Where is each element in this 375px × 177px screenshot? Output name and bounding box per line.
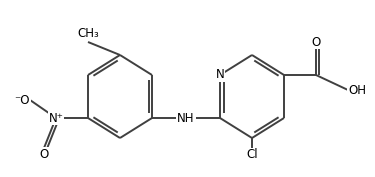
Text: N⁺: N⁺ [49, 112, 63, 124]
Text: O: O [39, 148, 49, 161]
Text: N: N [216, 68, 224, 81]
Text: ⁻O: ⁻O [15, 93, 30, 107]
Text: O: O [311, 36, 321, 48]
Text: Cl: Cl [246, 149, 258, 161]
Text: NH: NH [177, 112, 195, 124]
Text: CH₃: CH₃ [77, 27, 99, 40]
Text: OH: OH [348, 84, 366, 96]
